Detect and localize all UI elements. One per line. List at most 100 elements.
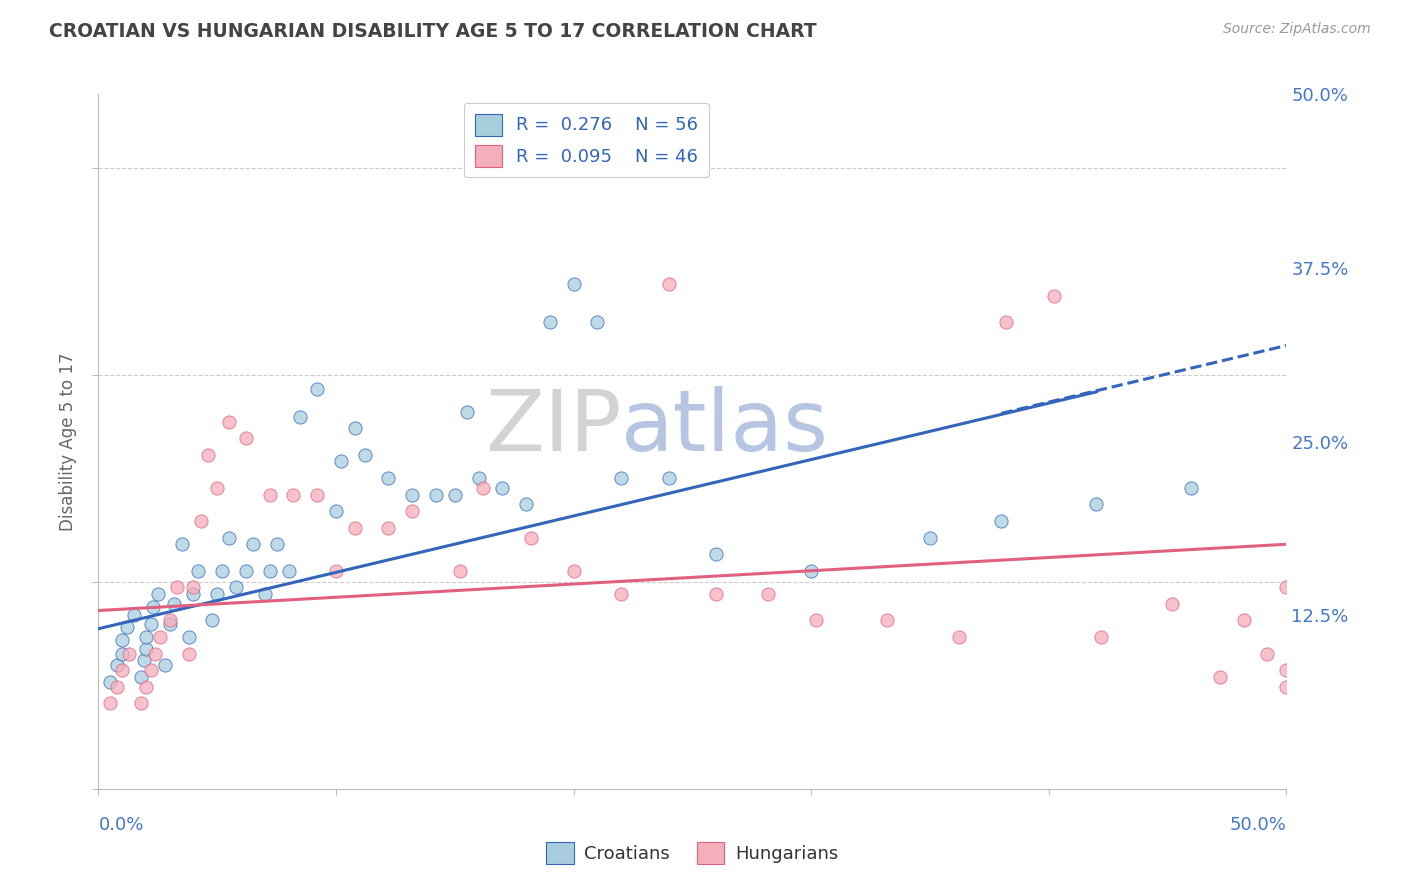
Point bbox=[325, 564, 347, 578]
Point bbox=[277, 564, 299, 578]
Point bbox=[758, 587, 780, 601]
Point bbox=[118, 647, 141, 661]
Point bbox=[211, 564, 233, 578]
Point bbox=[235, 564, 257, 578]
Point bbox=[98, 674, 121, 689]
Point bbox=[283, 487, 305, 501]
Text: CROATIAN VS HUNGARIAN DISABILITY AGE 5 TO 17 CORRELATION CHART: CROATIAN VS HUNGARIAN DISABILITY AGE 5 T… bbox=[49, 22, 817, 41]
Point bbox=[704, 587, 727, 601]
Point bbox=[456, 405, 478, 419]
Point bbox=[153, 658, 176, 673]
Point bbox=[1090, 630, 1112, 644]
Point bbox=[377, 471, 399, 485]
Point bbox=[163, 597, 186, 611]
Point bbox=[218, 415, 240, 429]
Point bbox=[166, 580, 188, 594]
Point bbox=[135, 641, 157, 656]
Point bbox=[259, 487, 281, 501]
Point bbox=[139, 616, 162, 631]
Point bbox=[1256, 647, 1278, 661]
Point bbox=[132, 653, 155, 667]
Point bbox=[948, 630, 970, 644]
Point bbox=[98, 696, 121, 710]
Point bbox=[377, 521, 399, 535]
Point bbox=[1275, 663, 1298, 677]
Text: atlas: atlas bbox=[621, 386, 830, 469]
Point bbox=[242, 537, 264, 551]
Point bbox=[183, 587, 205, 601]
Point bbox=[800, 564, 823, 578]
Point bbox=[177, 647, 200, 661]
Point bbox=[538, 315, 561, 329]
Point bbox=[520, 531, 543, 545]
Point bbox=[159, 614, 181, 628]
Point bbox=[305, 382, 328, 396]
Point bbox=[658, 471, 681, 485]
Point bbox=[266, 537, 288, 551]
Point bbox=[170, 537, 193, 551]
Point bbox=[491, 481, 513, 495]
Point bbox=[183, 580, 205, 594]
Point bbox=[149, 630, 172, 644]
Point bbox=[876, 614, 898, 628]
Point bbox=[472, 481, 495, 495]
Text: ZIP: ZIP bbox=[485, 386, 621, 469]
Point bbox=[207, 481, 229, 495]
Point bbox=[444, 487, 467, 501]
Point bbox=[290, 409, 312, 424]
Point bbox=[425, 487, 447, 501]
Point bbox=[187, 564, 209, 578]
Point bbox=[610, 471, 633, 485]
Point bbox=[1233, 614, 1256, 628]
Point bbox=[107, 680, 129, 694]
Point bbox=[218, 531, 240, 545]
Point bbox=[353, 448, 375, 462]
Point bbox=[804, 614, 827, 628]
Point bbox=[225, 580, 247, 594]
Point bbox=[135, 630, 157, 644]
Point bbox=[401, 487, 423, 501]
Point bbox=[325, 504, 347, 518]
Point bbox=[135, 680, 157, 694]
Point bbox=[190, 514, 212, 528]
Point bbox=[990, 514, 1012, 528]
Point bbox=[515, 498, 537, 512]
Point bbox=[146, 587, 169, 601]
Point bbox=[920, 531, 942, 545]
Point bbox=[562, 277, 585, 292]
Point bbox=[1275, 580, 1298, 594]
Text: 50.0%: 50.0% bbox=[1230, 816, 1286, 834]
Text: 0.0%: 0.0% bbox=[98, 816, 143, 834]
Point bbox=[610, 587, 633, 601]
Point bbox=[129, 696, 152, 710]
Point bbox=[344, 421, 367, 435]
Point bbox=[115, 620, 138, 634]
Point bbox=[111, 647, 134, 661]
Text: Source: ZipAtlas.com: Source: ZipAtlas.com bbox=[1223, 22, 1371, 37]
Point bbox=[305, 487, 328, 501]
Point bbox=[159, 616, 181, 631]
Point bbox=[142, 600, 165, 615]
Point bbox=[235, 431, 257, 445]
Point bbox=[139, 663, 162, 677]
Point bbox=[449, 564, 471, 578]
Point bbox=[197, 448, 219, 462]
Y-axis label: Disability Age 5 to 17: Disability Age 5 to 17 bbox=[59, 352, 77, 531]
Point bbox=[145, 647, 167, 661]
Point bbox=[1180, 481, 1202, 495]
Point bbox=[467, 471, 489, 485]
Point bbox=[586, 315, 609, 329]
Point bbox=[1161, 597, 1184, 611]
Point bbox=[129, 670, 152, 684]
Point bbox=[111, 663, 134, 677]
Point bbox=[562, 564, 585, 578]
Point bbox=[401, 504, 423, 518]
Point bbox=[177, 630, 200, 644]
Point bbox=[253, 587, 276, 601]
Point bbox=[1275, 680, 1298, 694]
Point bbox=[1209, 670, 1232, 684]
Point bbox=[107, 658, 129, 673]
Point bbox=[1085, 498, 1108, 512]
Point bbox=[329, 454, 352, 468]
Point bbox=[259, 564, 281, 578]
